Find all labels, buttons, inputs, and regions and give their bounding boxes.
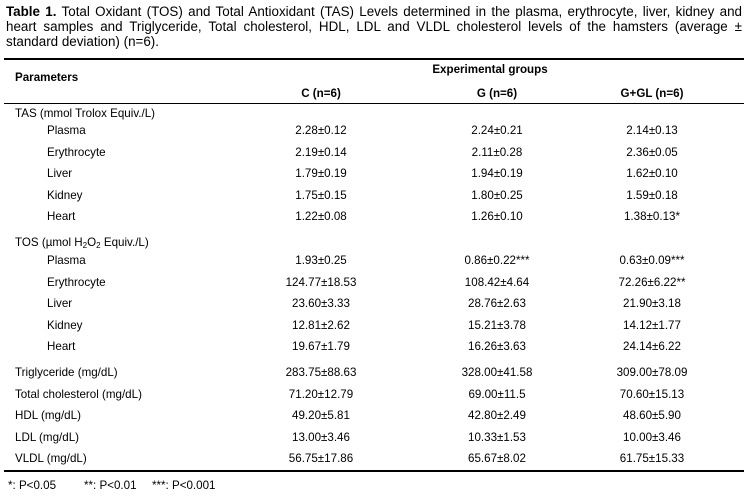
cell-g-gl: 72.26±6.22**	[618, 276, 686, 289]
experimental-groups-header: Experimental groups	[432, 63, 548, 76]
cell-g-gl: 0.63±0.09***	[619, 254, 685, 267]
cell-c: 19.67±1.79	[292, 340, 350, 353]
cell-g-gl: 2.36±0.05	[626, 146, 678, 159]
cell-g: 28.76±2.63	[468, 297, 526, 310]
cell-g-gl: 61.75±15.33	[619, 452, 685, 465]
tos-title-mid: O	[87, 236, 97, 249]
row-label: Kidney	[47, 319, 83, 332]
bottom-rule	[4, 470, 744, 472]
cell-c: 1.79±0.19	[295, 167, 347, 180]
cell-c: 49.20±5.81	[292, 409, 350, 422]
cell-c: 13.00±3.46	[292, 431, 350, 444]
cell-g: 1.94±0.19	[471, 167, 523, 180]
cell-g: 2.24±0.21	[471, 124, 523, 137]
row-label: Kidney	[47, 189, 83, 202]
row-label: Liver	[47, 167, 73, 180]
tos-title-prefix: TOS (µmol H	[15, 236, 83, 249]
tas-section-title: TAS (mmol Trolox Equiv./L)	[15, 107, 156, 120]
cell-g: 69.00±11.5	[468, 388, 526, 401]
table-caption: Table 1. Total Oxidant (TOS) and Total A…	[6, 4, 742, 49]
cell-c: 2.28±0.12	[295, 124, 347, 137]
row-label: Erythrocyte	[47, 276, 106, 289]
cell-c: 71.20±12.79	[288, 388, 354, 401]
row-label: Heart	[47, 340, 76, 353]
header-rule	[4, 103, 744, 104]
column-header-g-gl: G+GL (n=6)	[620, 87, 684, 100]
cell-g-gl: 1.59±0.18	[626, 189, 678, 202]
row-label: Heart	[47, 210, 76, 223]
cell-g-gl: 10.00±3.46	[623, 431, 681, 444]
tos-title-sub-2: 2	[96, 241, 101, 250]
caption-text: Total Oxidant (TOS) and Total Antioxidan…	[6, 4, 742, 49]
cell-g: 16.26±3.63	[468, 340, 526, 353]
row-label: Erythrocyte	[47, 146, 106, 159]
row-label: Total cholesterol (mg/dL)	[15, 388, 142, 401]
row-label: Plasma	[47, 254, 86, 267]
parameters-header: Parameters	[15, 71, 79, 84]
cell-g: 0.86±0.22***	[464, 254, 530, 267]
row-label: Triglyceride (mg/dL)	[15, 366, 118, 379]
cell-g: 1.26±0.10	[471, 210, 523, 223]
cell-c: 12.81±2.62	[292, 319, 350, 332]
cell-g-gl: 48.60±5.90	[623, 409, 681, 422]
tos-title-sub-1: 2	[82, 241, 88, 250]
cell-c: 2.19±0.14	[295, 146, 347, 159]
cell-g: 1.80±0.25	[471, 189, 523, 202]
cell-g: 2.11±0.28	[471, 146, 523, 159]
tos-title-suffix: Equiv./L)	[100, 236, 149, 249]
column-header-c: C (n=6)	[301, 87, 341, 100]
row-label: Plasma	[47, 124, 86, 137]
top-rule	[4, 58, 744, 60]
cell-c: 283.75±88.63	[285, 366, 357, 379]
cell-g-gl: 1.62±0.10	[626, 167, 678, 180]
footnote-p0001: ***: P<0.001	[152, 479, 216, 492]
cell-g-gl: 21.90±3.18	[623, 297, 681, 310]
cell-g: 108.42±4.64	[464, 276, 530, 289]
cell-g: 10.33±1.53	[468, 431, 526, 444]
tos-section-title: TOS (µmol H2O2 Equiv./L)	[15, 236, 149, 250]
cell-c: 1.22±0.08	[295, 210, 347, 223]
cell-g: 15.21±3.78	[468, 319, 526, 332]
caption-label: Table 1.	[6, 4, 57, 19]
footnote-p005: *: P<0.05	[8, 479, 57, 492]
cell-g: 65.67±8.02	[468, 452, 526, 465]
cell-c: 1.75±0.15	[295, 189, 347, 202]
cell-g: 328.00±41.58	[461, 366, 533, 379]
footnote-p001: **: P<0.01	[84, 479, 137, 492]
cell-g-gl: 309.00±78.09	[616, 366, 688, 379]
row-label: LDL (mg/dL)	[15, 431, 80, 444]
cell-c: 1.93±0.25	[295, 254, 347, 267]
column-header-g: G (n=6)	[476, 87, 518, 100]
cell-c: 23.60±3.33	[292, 297, 350, 310]
cell-g-gl: 24.14±6.22	[623, 340, 681, 353]
cell-c: 124.77±18.53	[285, 276, 357, 289]
row-label: HDL (mg/dL)	[15, 409, 81, 422]
cell-g-gl: 2.14±0.13	[626, 124, 678, 137]
cell-g-gl: 70.60±15.13	[619, 388, 685, 401]
row-label: VLDL (mg/dL)	[15, 452, 87, 465]
cell-c: 56.75±17.86	[288, 452, 354, 465]
cell-g-gl: 14.12±1.77	[623, 319, 681, 332]
row-label: Liver	[47, 297, 73, 310]
cell-g: 42.80±2.49	[468, 409, 526, 422]
cell-g-gl: 1.38±0.13*	[623, 210, 680, 223]
